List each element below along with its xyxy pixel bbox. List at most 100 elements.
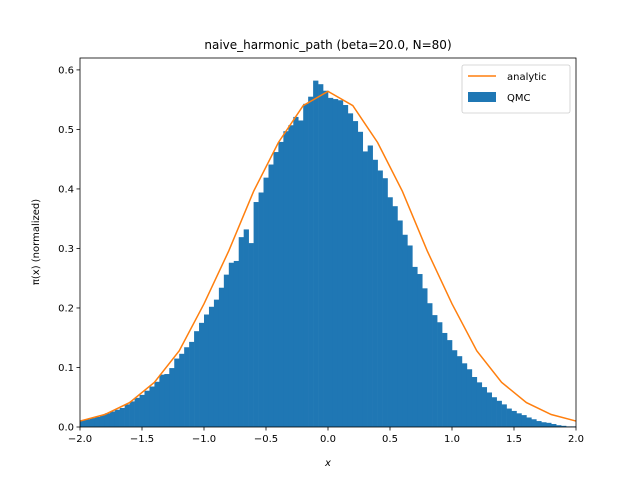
histogram-bar: [104, 413, 111, 427]
histogram-bar: [164, 374, 170, 427]
y-tick-label: 0.3: [58, 244, 74, 255]
y-tick-label: 0.6: [58, 65, 74, 76]
y-axis-label: π(x) (normalized): [31, 199, 42, 285]
histogram-bar: [486, 392, 492, 427]
histogram-bar: [258, 192, 264, 427]
histogram-bar: [263, 177, 269, 427]
legend-qmc-swatch: [468, 92, 496, 102]
histogram-bar: [213, 299, 220, 427]
histogram-bar: [273, 152, 279, 428]
histogram-bar: [278, 141, 284, 428]
histogram-bar: [481, 387, 488, 427]
histogram-bar: [521, 415, 527, 427]
chart-title: naive_harmonic_path (beta=20.0, N=80): [204, 38, 451, 52]
histogram-bar: [328, 97, 334, 427]
histogram-bar: [491, 397, 497, 427]
histogram-bar: [422, 288, 428, 427]
histogram-bar: [476, 382, 483, 427]
histogram-bar: [362, 151, 368, 427]
x-tick-label: −2.0: [68, 434, 92, 445]
legend-analytic-label: analytic: [507, 72, 547, 83]
y-axis-ticks: 0.0 0.1 0.2 0.3 0.4 0.5 0.6: [58, 65, 80, 434]
histogram-bar: [342, 105, 349, 428]
y-tick-label: 0.1: [58, 363, 74, 374]
histogram-bar: [283, 131, 289, 427]
histogram-bar: [109, 411, 116, 427]
histogram-bar: [536, 421, 542, 427]
histogram-bar: [526, 417, 532, 427]
histogram-bar: [204, 314, 210, 427]
histogram-bar: [80, 420, 86, 427]
histogram-bar: [268, 164, 274, 427]
histogram-bar: [556, 425, 562, 427]
histogram-bar: [442, 332, 448, 427]
histogram-bar: [194, 331, 200, 427]
histogram-bar: [184, 347, 190, 427]
x-tick-label: 1.5: [506, 434, 522, 445]
histogram-bar: [208, 306, 215, 427]
histogram-bar: [218, 287, 225, 427]
histogram-bar: [347, 113, 354, 427]
histogram-bar: [233, 260, 240, 427]
histogram-bar: [531, 419, 537, 427]
x-tick-label: 2.0: [568, 434, 584, 445]
histogram-bar: [99, 415, 106, 427]
histogram-bar: [382, 178, 388, 427]
histogram-bar: [392, 206, 398, 427]
x-axis-ticks: −2.0 −1.5 −1.0 −0.5 0.0 0.5 1.0 1.5 2.0: [68, 427, 584, 445]
histogram-bar: [357, 131, 364, 428]
histogram-bar: [541, 422, 547, 427]
histogram-bar: [298, 120, 304, 428]
legend-qmc-label: QMC: [507, 93, 530, 104]
histogram-bar: [288, 125, 294, 427]
histogram-bar: [412, 266, 418, 427]
histogram-bar: [144, 390, 150, 427]
x-tick-label: 1.0: [444, 434, 460, 445]
histogram-bar: [447, 340, 453, 427]
histogram-bar: [496, 400, 502, 427]
histogram-bar: [89, 418, 96, 427]
histogram-bar: [402, 234, 408, 427]
histogram-bar: [159, 374, 165, 427]
x-tick-label: −1.0: [192, 434, 216, 445]
histogram-bar: [169, 368, 175, 427]
histogram-bar: [352, 121, 359, 427]
histogram-bar: [223, 274, 230, 427]
histogram-bar: [561, 425, 567, 427]
histogram-bar: [154, 381, 160, 427]
histogram-bar: [149, 386, 155, 427]
histogram-bar: [248, 243, 254, 427]
histogram-bar: [332, 99, 339, 427]
histogram-bar: [129, 401, 135, 427]
histogram-bar: [456, 356, 463, 427]
histogram-bar: [427, 303, 433, 427]
histogram-bar: [84, 419, 91, 427]
histogram-bar: [124, 404, 130, 427]
x-tick-label: 0.0: [320, 434, 336, 445]
y-tick-label: 0.2: [58, 303, 74, 314]
histogram-bar: [407, 245, 413, 427]
histogram-bar: [179, 353, 185, 427]
histogram-bar: [452, 350, 458, 427]
histogram-bar: [372, 159, 378, 427]
histogram-bar: [313, 80, 319, 428]
histogram-bar: [134, 397, 140, 427]
histogram-bar: [238, 237, 244, 427]
histogram-bar: [432, 315, 438, 427]
x-tick-label: 0.5: [382, 434, 398, 445]
histogram-bar: [253, 202, 259, 427]
histogram-bar: [516, 413, 522, 427]
histogram-bar: [189, 341, 195, 427]
histogram-bar: [417, 274, 423, 427]
y-tick-label: 0.4: [58, 184, 74, 195]
histogram-bar: [303, 103, 309, 427]
histogram-bar: [466, 369, 473, 427]
histogram-bar: [546, 422, 552, 427]
x-axis-label: x: [324, 458, 331, 469]
histogram-bar: [174, 358, 180, 427]
legend: analytic QMC: [461, 64, 571, 114]
histogram-bar: [308, 96, 314, 427]
histogram-bar: [199, 322, 205, 427]
histogram-bar: [318, 84, 324, 427]
